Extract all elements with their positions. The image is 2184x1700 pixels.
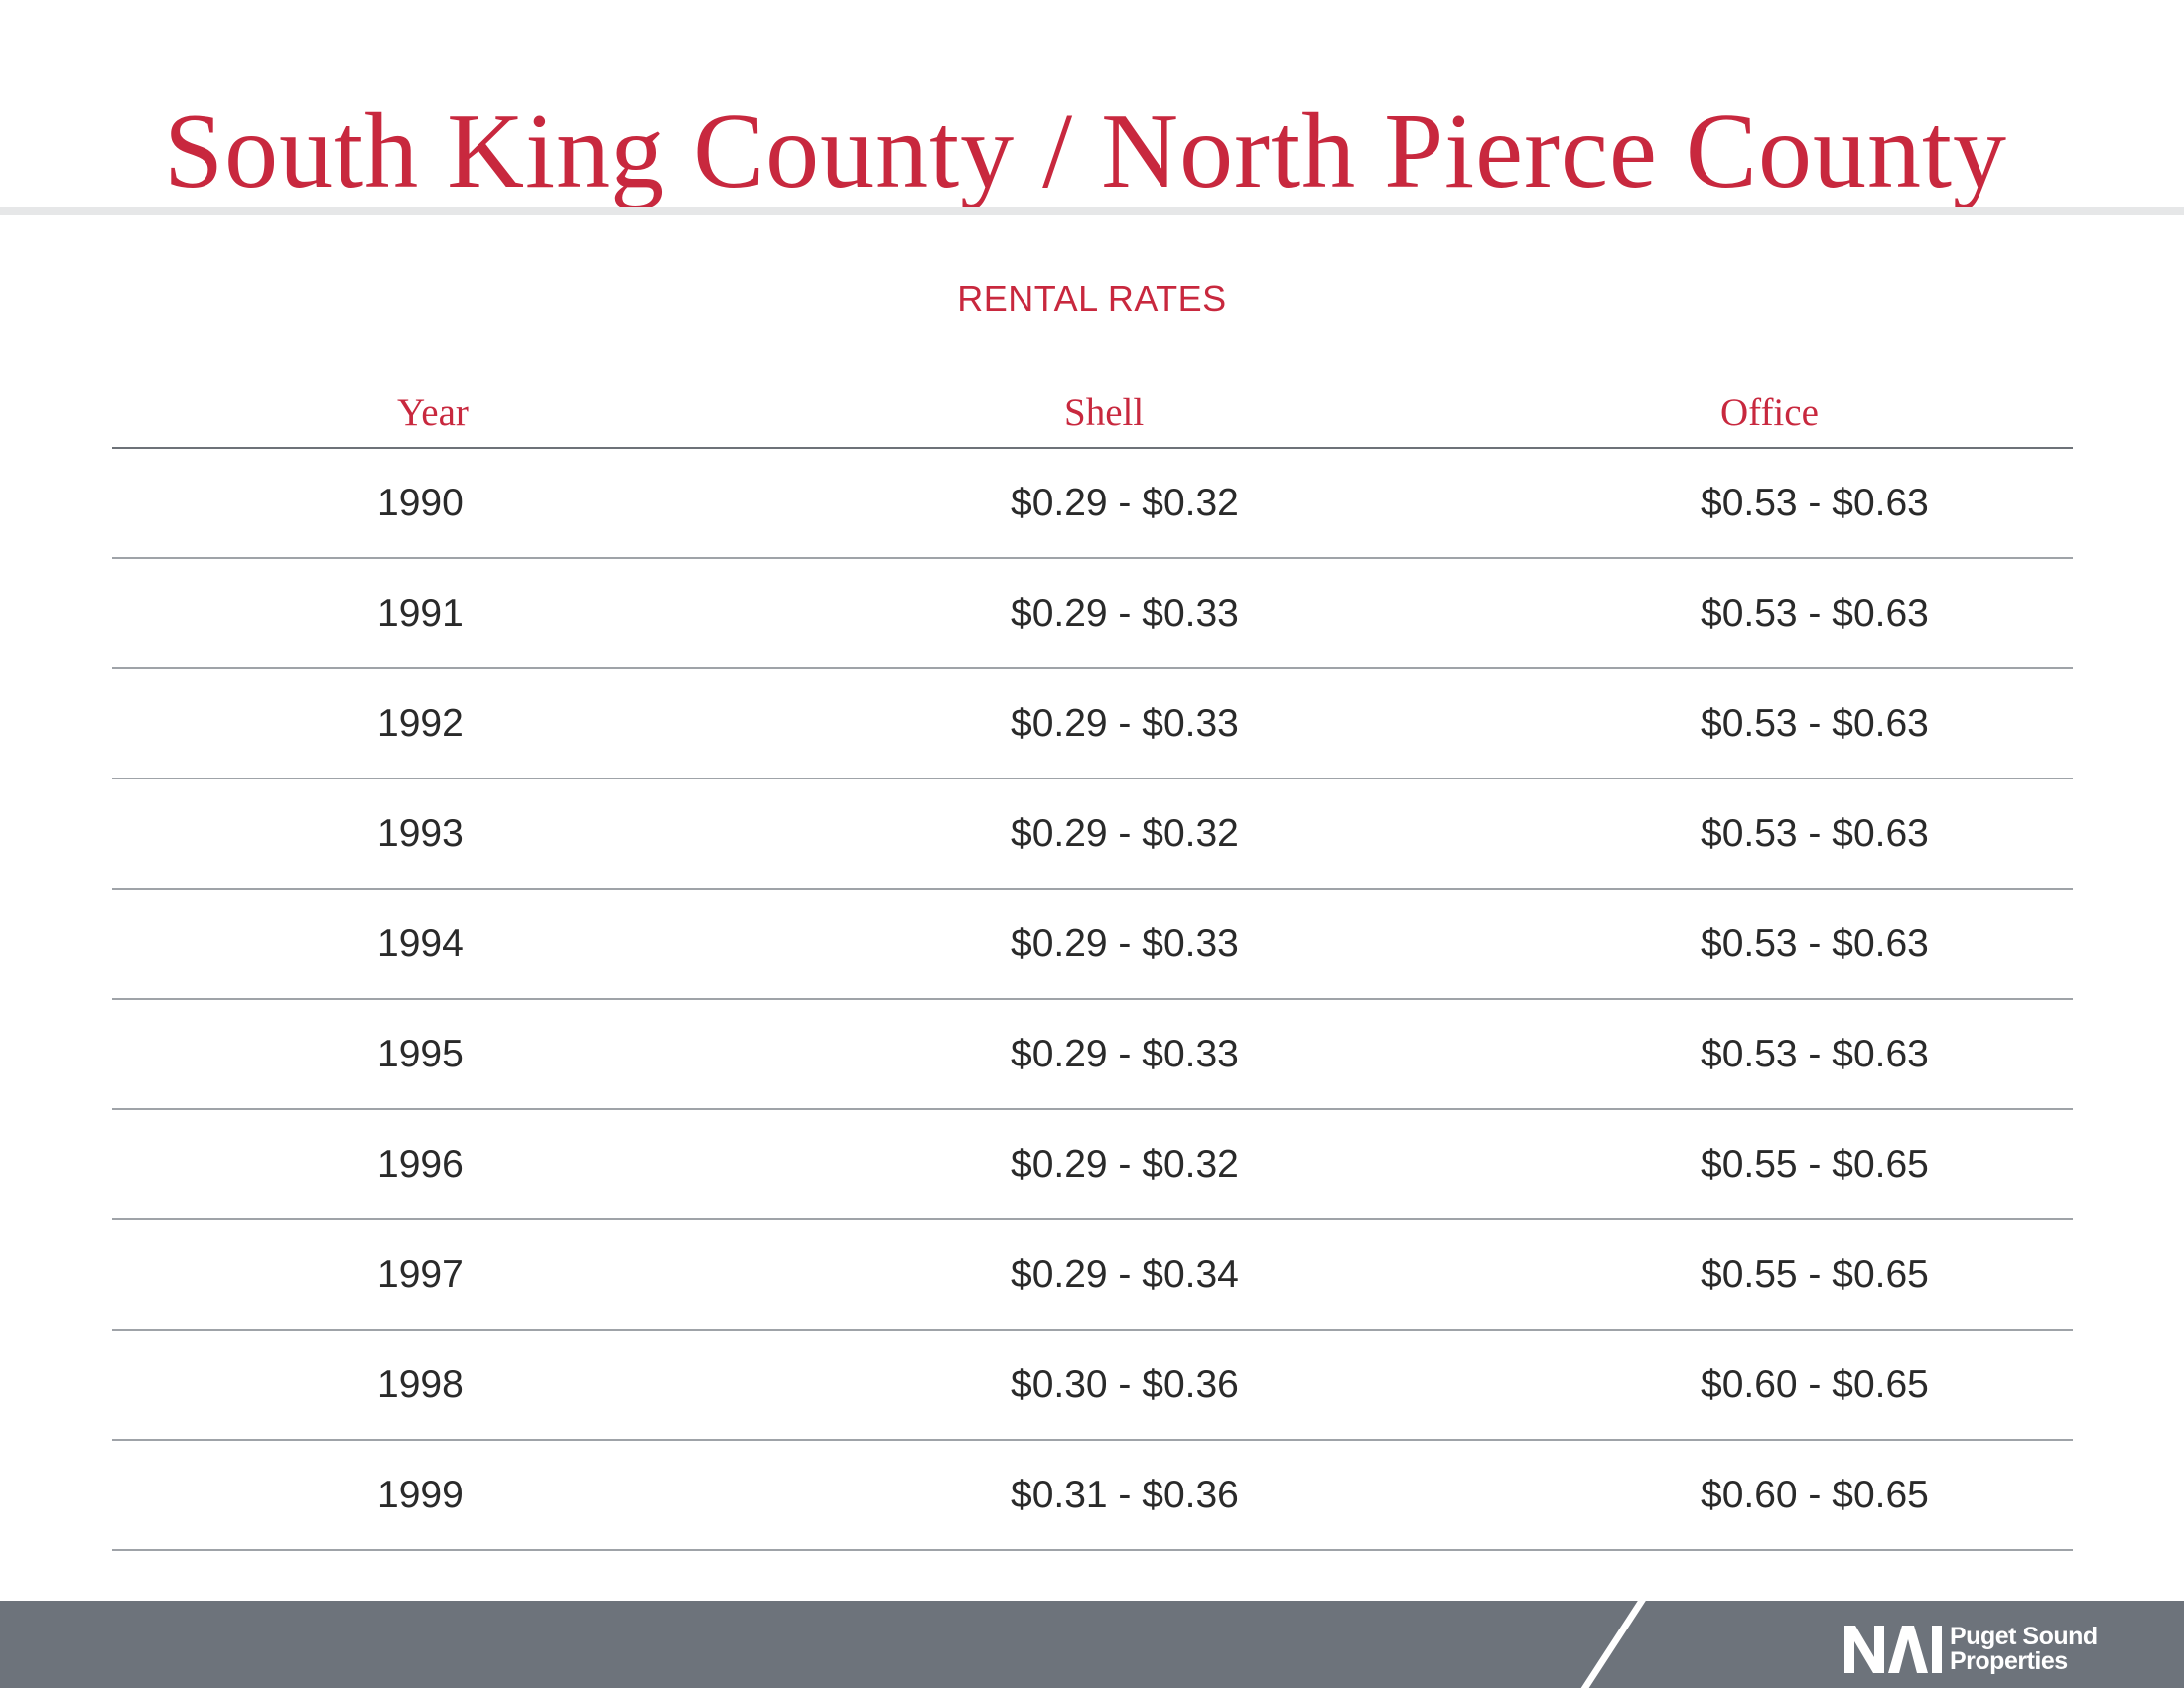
shell-rate-cell: $0.29 - $0.32: [765, 1109, 1419, 1220]
office-rate-cell: $0.53 - $0.63: [1419, 448, 2073, 559]
year-cell: 1999: [112, 1440, 765, 1551]
table-row: 1991 $0.29 - $0.33 $0.53 - $0.63: [112, 558, 2073, 669]
office-rate-cell: $0.53 - $0.63: [1419, 668, 2073, 779]
year-cell: 1993: [112, 779, 765, 890]
office-rate-cell: $0.53 - $0.63: [1419, 779, 2073, 890]
table-row: 1999 $0.31 - $0.36 $0.60 - $0.65: [112, 1440, 2073, 1551]
shell-rate-cell: $0.29 - $0.33: [765, 668, 1419, 779]
year-cell: 1990: [112, 448, 765, 559]
logo-line-1: Puget Sound: [1950, 1623, 2098, 1650]
year-cell: 1994: [112, 889, 765, 1000]
shell-rate-cell: $0.29 - $0.34: [765, 1219, 1419, 1331]
office-rate-cell: $0.53 - $0.63: [1419, 999, 2073, 1110]
table-caption: RENTAL RATES: [957, 278, 1227, 319]
shell-rate-cell: $0.29 - $0.33: [765, 999, 1419, 1110]
office-rate-cell: $0.53 - $0.63: [1419, 889, 2073, 1000]
logo-text: Puget Sound Properties: [1950, 1625, 2098, 1674]
table-row: 1993 $0.29 - $0.32 $0.53 - $0.63: [112, 779, 2073, 890]
office-rate-cell: $0.60 - $0.65: [1419, 1440, 2073, 1551]
shell-rate-cell: $0.29 - $0.32: [765, 448, 1419, 559]
office-rate-cell: $0.55 - $0.65: [1419, 1219, 2073, 1331]
logo-line-2: Properties: [1950, 1647, 2068, 1675]
year-cell: 1998: [112, 1330, 765, 1441]
table-row: 1994 $0.29 - $0.33 $0.53 - $0.63: [112, 889, 2073, 1000]
table-header-row: Year Shell Office: [112, 377, 2073, 449]
rental-rates-table: Year Shell Office 1990 $0.29 - $0.32 $0.…: [112, 377, 2073, 1551]
table-row: 1996 $0.29 - $0.32 $0.55 - $0.65: [112, 1109, 2073, 1220]
column-header-year: Year: [112, 377, 765, 449]
table-row: 1992 $0.29 - $0.33 $0.53 - $0.63: [112, 668, 2073, 779]
shell-rate-cell: $0.30 - $0.36: [765, 1330, 1419, 1441]
table-row: 1995 $0.29 - $0.33 $0.53 - $0.63: [112, 999, 2073, 1110]
office-rate-cell: $0.60 - $0.65: [1419, 1330, 2073, 1441]
column-header-shell: Shell: [765, 377, 1419, 449]
title-divider: [0, 207, 2184, 215]
table-row: 1998 $0.30 - $0.36 $0.60 - $0.65: [112, 1330, 2073, 1441]
column-header-office: Office: [1419, 377, 2073, 449]
page-title: South King County / North Pierce County: [164, 92, 2007, 211]
footer-slash-decoration: [1572, 1593, 1651, 1700]
year-cell: 1997: [112, 1219, 765, 1331]
nai-logo-mark: [1844, 1626, 1942, 1673]
year-cell: 1996: [112, 1109, 765, 1220]
shell-rate-cell: $0.29 - $0.32: [765, 779, 1419, 890]
footer-bar: Puget Sound Properties: [0, 1593, 2184, 1700]
table-row: 1990 $0.29 - $0.32 $0.53 - $0.63: [112, 448, 2073, 559]
office-rate-cell: $0.55 - $0.65: [1419, 1109, 2073, 1220]
year-cell: 1992: [112, 668, 765, 779]
company-logo: Puget Sound Properties: [1844, 1621, 2098, 1678]
year-cell: 1995: [112, 999, 765, 1110]
shell-rate-cell: $0.29 - $0.33: [765, 889, 1419, 1000]
table-row: 1997 $0.29 - $0.34 $0.55 - $0.65: [112, 1219, 2073, 1331]
office-rate-cell: $0.53 - $0.63: [1419, 558, 2073, 669]
shell-rate-cell: $0.31 - $0.36: [765, 1440, 1419, 1551]
year-cell: 1991: [112, 558, 765, 669]
shell-rate-cell: $0.29 - $0.33: [765, 558, 1419, 669]
